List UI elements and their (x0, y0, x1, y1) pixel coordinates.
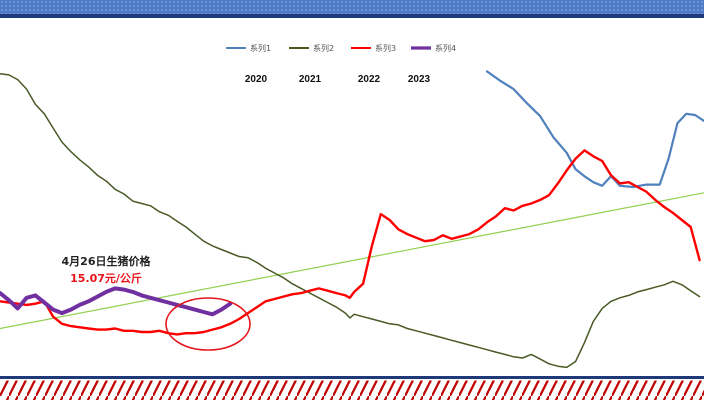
legend-item-2: 系列2 (289, 43, 334, 53)
legend-item-4: 系列4 (411, 43, 456, 53)
annotation-value: 15.07元/公斤 (70, 271, 142, 285)
series-line-4 (0, 286, 233, 317)
series-line-1 (485, 70, 704, 189)
legend-label: 系列1 (250, 43, 271, 53)
annotation-title: 4月26日生猪价格 (62, 254, 152, 268)
series-line-3 (0, 149, 701, 336)
year-label: 2022 (358, 74, 381, 85)
year-labels: 2020 2021 2022 2023 (245, 74, 431, 85)
bottom-border (0, 376, 704, 400)
series-line-2 (0, 72, 701, 369)
year-label: 2023 (408, 74, 431, 85)
year-label: 2020 (245, 74, 268, 85)
top-border (0, 0, 704, 18)
legend-label: 系列4 (435, 43, 456, 53)
highlight-ellipse (165, 297, 251, 351)
legend: 系列1 系列2 系列3 系列4 (226, 43, 456, 53)
legend-label: 系列2 (313, 43, 334, 53)
legend-label: 系列3 (375, 43, 396, 53)
legend-item-1: 系列1 (226, 43, 271, 53)
legend-item-3: 系列3 (351, 43, 396, 53)
series-layer (0, 70, 704, 369)
trend-line (0, 192, 704, 330)
year-label: 2021 (299, 74, 322, 85)
